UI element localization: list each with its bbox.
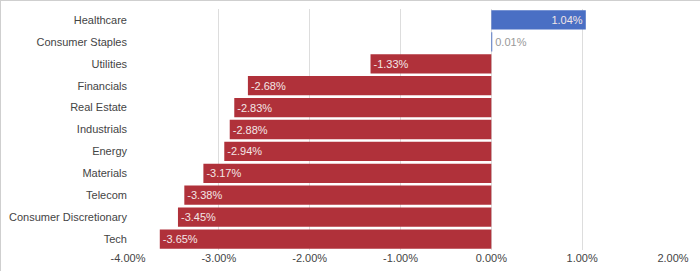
svg-text:Financials: Financials: [77, 80, 127, 92]
svg-text:-1.33%: -1.33%: [374, 58, 409, 70]
svg-text:Healthcare: Healthcare: [74, 14, 127, 26]
svg-text:Consumer Staples: Consumer Staples: [37, 36, 128, 48]
svg-text:Consumer Discretionary: Consumer Discretionary: [9, 211, 127, 223]
svg-text:1.04%: 1.04%: [551, 14, 582, 26]
svg-text:Materials: Materials: [82, 167, 127, 179]
svg-text:-3.00%: -3.00%: [201, 252, 236, 264]
svg-text:-3.45%: -3.45%: [181, 211, 216, 223]
svg-text:Real Estate: Real Estate: [70, 101, 127, 113]
svg-text:-3.17%: -3.17%: [206, 167, 241, 179]
svg-text:-1.00%: -1.00%: [383, 252, 418, 264]
svg-text:0.00%: 0.00%: [476, 252, 507, 264]
svg-text:Tech: Tech: [104, 233, 127, 245]
svg-text:2.00%: 2.00%: [657, 252, 688, 264]
svg-text:-2.83%: -2.83%: [237, 102, 272, 114]
svg-text:1.00%: 1.00%: [567, 252, 598, 264]
svg-text:-3.65%: -3.65%: [163, 233, 198, 245]
svg-text:-4.00%: -4.00%: [111, 252, 146, 264]
svg-text:Utilities: Utilities: [92, 58, 128, 70]
svg-text:Telecom: Telecom: [86, 189, 127, 201]
svg-text:-2.88%: -2.88%: [233, 124, 268, 136]
svg-text:Energy: Energy: [92, 145, 127, 157]
svg-text:Industrials: Industrials: [77, 123, 128, 135]
svg-text:-3.38%: -3.38%: [187, 189, 222, 201]
svg-text:-2.68%: -2.68%: [251, 80, 286, 92]
svg-text:-2.94%: -2.94%: [227, 145, 262, 157]
svg-text:-2.00%: -2.00%: [292, 252, 327, 264]
svg-text:0.01%: 0.01%: [495, 36, 526, 48]
